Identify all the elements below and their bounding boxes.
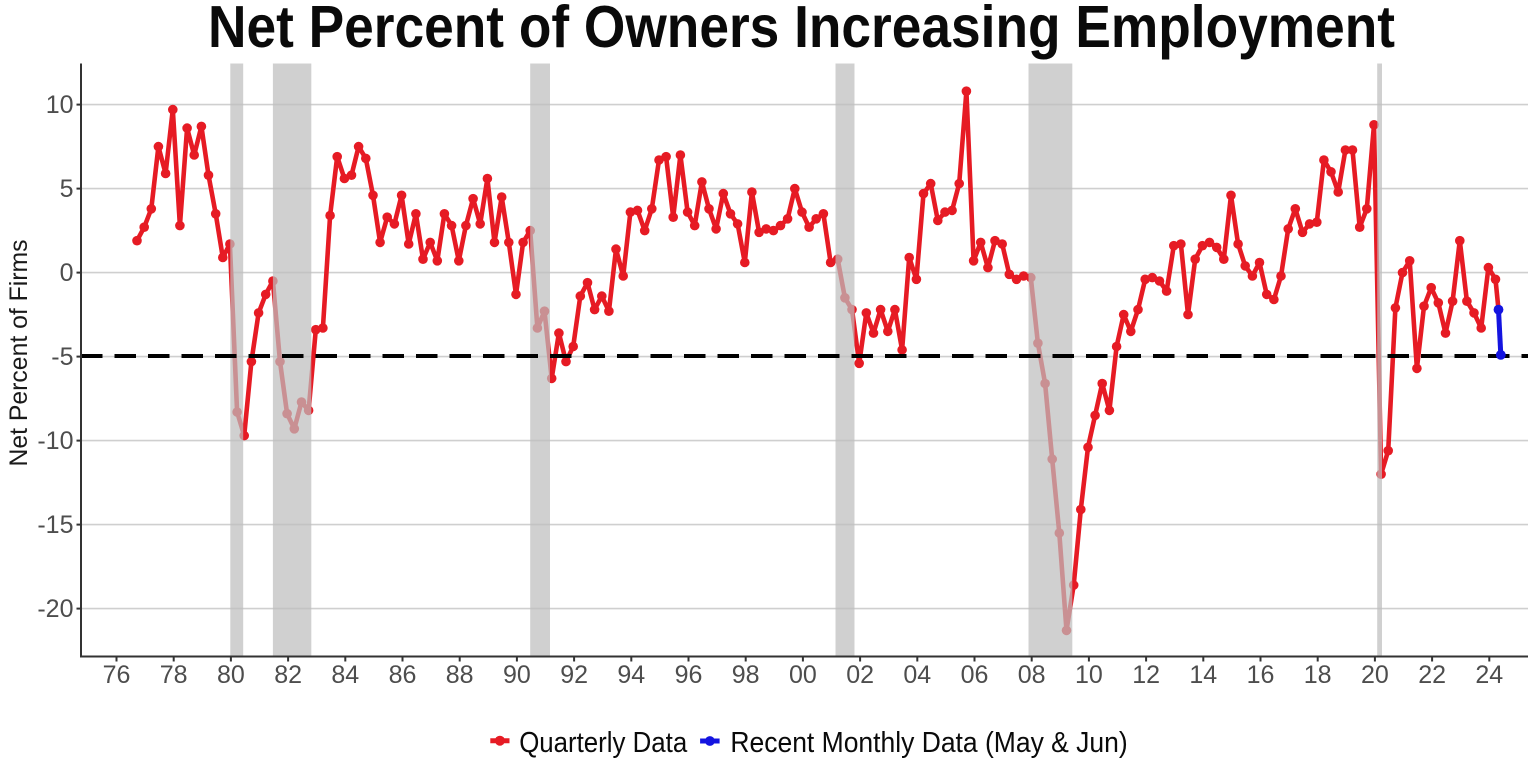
svg-text:Net Percent of Owners Increasi: Net Percent of Owners Increasing Employm… [208, 0, 1395, 60]
svg-text:5: 5 [60, 175, 74, 203]
svg-text:86: 86 [389, 661, 417, 689]
svg-text:20: 20 [1361, 661, 1389, 689]
svg-text:24: 24 [1475, 661, 1503, 689]
svg-text:10: 10 [1075, 661, 1103, 689]
svg-text:92: 92 [560, 661, 588, 689]
svg-text:96: 96 [675, 661, 703, 689]
svg-text:94: 94 [617, 661, 645, 689]
svg-text:18: 18 [1304, 661, 1332, 689]
svg-text:00: 00 [789, 661, 817, 689]
svg-text:0: 0 [60, 259, 74, 287]
svg-text:08: 08 [1018, 661, 1046, 689]
svg-text:02: 02 [846, 661, 874, 689]
svg-text:-15: -15 [37, 511, 73, 539]
svg-text:76: 76 [103, 661, 131, 689]
svg-text:22: 22 [1418, 661, 1446, 689]
svg-text:90: 90 [503, 661, 531, 689]
svg-text:Net Percent of Firms: Net Percent of Firms [5, 240, 33, 467]
svg-text:-10: -10 [37, 427, 73, 455]
svg-text:Quarterly Data: Quarterly Data [519, 727, 687, 759]
svg-text:Recent Monthly Data (May & Jun: Recent Monthly Data (May & Jun) [730, 727, 1127, 759]
svg-text:12: 12 [1132, 661, 1160, 689]
svg-text:82: 82 [274, 661, 302, 689]
svg-text:88: 88 [446, 661, 474, 689]
svg-text:06: 06 [961, 661, 989, 689]
svg-text:04: 04 [903, 661, 931, 689]
svg-text:-20: -20 [37, 595, 73, 623]
svg-text:-5: -5 [51, 343, 73, 371]
svg-text:10: 10 [46, 91, 74, 119]
svg-text:84: 84 [331, 661, 359, 689]
svg-text:98: 98 [732, 661, 760, 689]
svg-text:14: 14 [1189, 661, 1217, 689]
svg-text:78: 78 [160, 661, 188, 689]
svg-text:80: 80 [217, 661, 245, 689]
svg-text:16: 16 [1247, 661, 1275, 689]
